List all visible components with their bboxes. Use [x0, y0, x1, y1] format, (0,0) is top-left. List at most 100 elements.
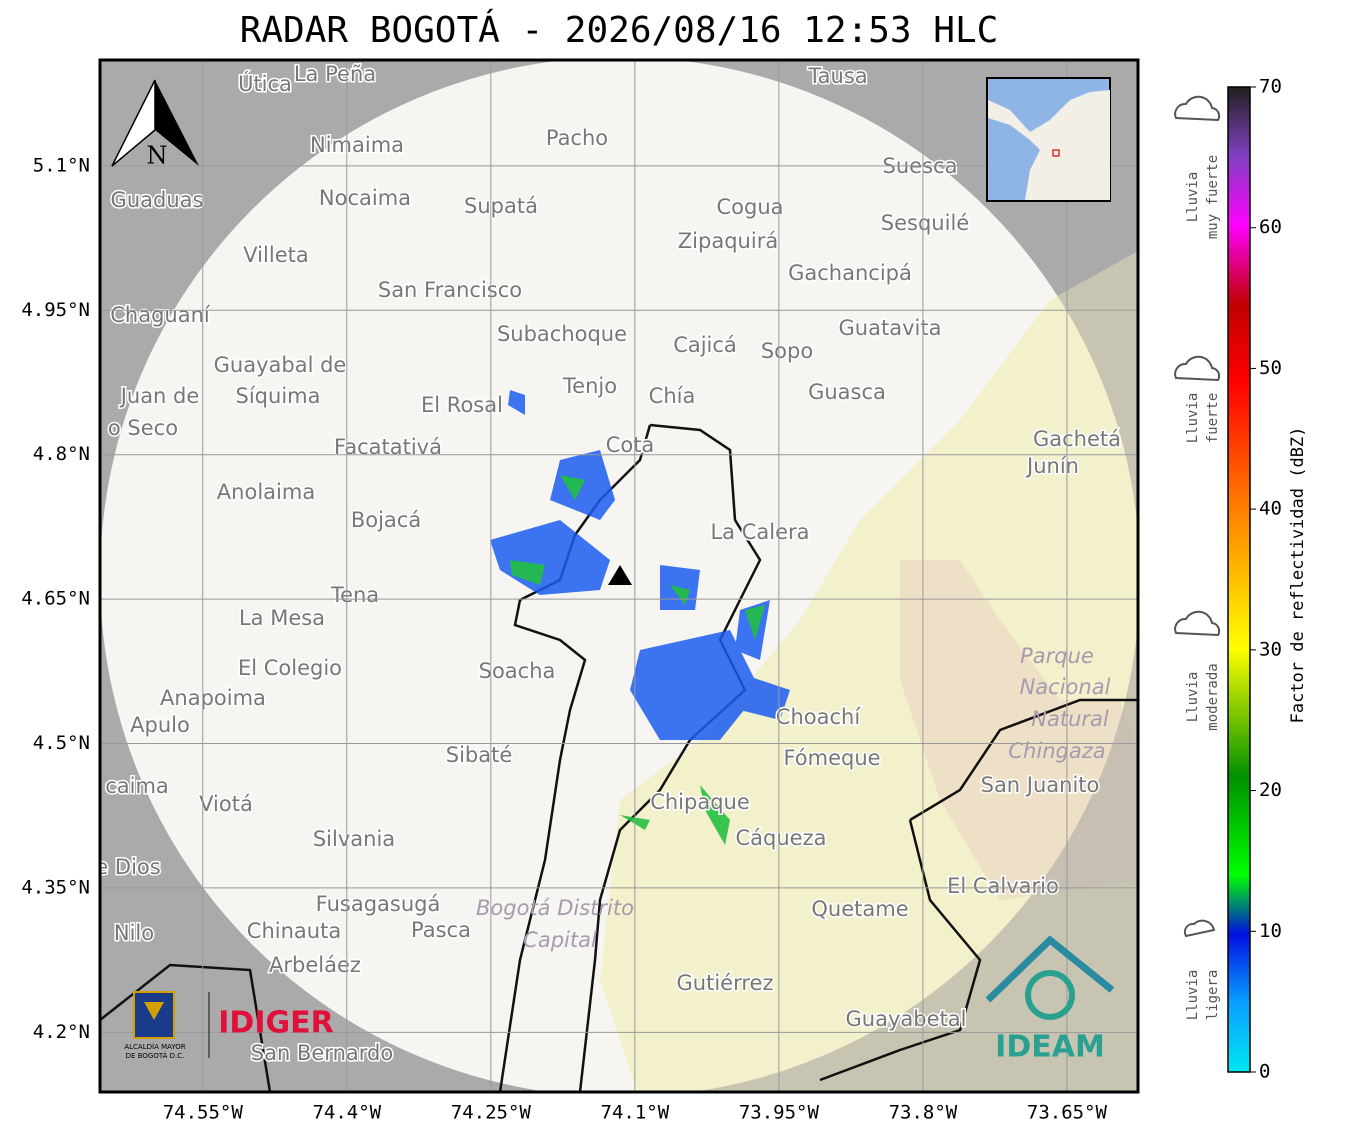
north-label: N [147, 142, 168, 170]
logo-text: DE BOGOTÁ D.C. [126, 1051, 185, 1060]
place-label: Sopo [761, 339, 813, 363]
place-label: La Calera [710, 520, 809, 544]
place-label: Guasca [808, 380, 886, 404]
x-tick-label: 74.1°W [601, 1102, 670, 1124]
place-label: Gachetá [1033, 427, 1121, 451]
place-label: Villeta [243, 243, 308, 267]
y-tick-label: 4.65°N [21, 588, 90, 610]
place-label: Anolaima [217, 480, 315, 504]
place-label: Tenjo [562, 374, 617, 398]
area-label: Bogotá Distrito [476, 896, 634, 920]
place-label: Guaduas [111, 188, 204, 212]
place-label: Supatá [464, 194, 538, 218]
place-label: Quetame [811, 897, 908, 921]
place-label: o Seco [108, 416, 178, 440]
colorbar-tick-label: 20 [1259, 779, 1282, 801]
colorbar-tick-label: 40 [1259, 498, 1282, 520]
legend-label: muy fuerte [1205, 155, 1221, 239]
colorbar [1227, 86, 1251, 1073]
place-label: Apulo [130, 713, 190, 737]
place-label: Cáqueza [736, 826, 827, 850]
y-tick-label: 4.2°N [33, 1021, 90, 1043]
legend-label: Lluvia [1185, 672, 1201, 723]
place-label: Chía [649, 384, 696, 408]
place-label: Gutiérrez [677, 971, 774, 995]
place-label: Guayabetal [846, 1007, 967, 1031]
place-label: Nilo [114, 921, 154, 945]
place-label: Subachoque [497, 322, 627, 346]
y-tick-label: 5.1°N [33, 154, 90, 176]
place-label: Facatativá [334, 435, 442, 459]
place-label: Zipaquirá [678, 229, 778, 253]
place-label: Nocaima [319, 186, 411, 210]
colorbar-label: Factor de reflectividad (dBZ) [1288, 427, 1308, 724]
place-label: Juan de [119, 384, 200, 408]
place-label: Pacho [546, 126, 608, 150]
y-tick-label: 4.95°N [21, 299, 90, 321]
place-label: Sibaté [446, 743, 513, 767]
colorbar-tick-label: 0 [1259, 1061, 1270, 1083]
place-label: Sesquilé [881, 211, 969, 235]
place-label: Anapoima [160, 686, 266, 710]
place-label: Cota [606, 433, 655, 457]
colorbar-tick-label: 30 [1259, 638, 1282, 660]
place-label: Bojacá [351, 508, 421, 532]
place-label: Tena [330, 583, 379, 607]
legend-label: moderada [1205, 663, 1221, 730]
place-label: Fusagasugá [316, 892, 441, 916]
place-label: Silvania [313, 827, 395, 851]
y-tick-label: 4.35°N [21, 876, 90, 898]
area-label: Capital [523, 928, 597, 952]
area-label: Chingaza [1008, 739, 1105, 763]
place-label: San Juanito [981, 773, 1100, 797]
logo-ideam: IDEAM [985, 935, 1115, 1065]
x-tick-label: 73.8°W [889, 1102, 958, 1124]
logo-text: IDEAM [995, 1030, 1105, 1065]
place-label: Guatavita [839, 316, 942, 340]
place-label: El Rosal [421, 393, 503, 417]
place-label: Cajicá [673, 333, 737, 357]
place-label: Síquima [236, 384, 321, 408]
terrain [900, 560, 1138, 900]
legend-label: Lluvia [1185, 970, 1201, 1021]
place-label: Chaguaní [110, 303, 211, 327]
place-label: Cogua [716, 195, 783, 219]
place-label: Chinauta [247, 919, 341, 943]
colorbar-tick-label: 70 [1259, 76, 1282, 98]
y-tick-label: 4.5°N [33, 732, 90, 754]
place-label: Pasca [411, 918, 471, 942]
place-label: San Francisco [378, 278, 522, 302]
area-label: Natural [1031, 707, 1109, 731]
place-label: La Mesa [239, 606, 325, 630]
place-label: Tausa [807, 64, 867, 88]
colorbar-tick-label: 50 [1259, 357, 1282, 379]
place-label: Viotá [199, 792, 253, 816]
map-frame [98, 58, 1140, 1094]
legend-label: ligera [1205, 970, 1221, 1021]
x-tick-label: 74.4°W [312, 1102, 381, 1124]
place-label: Junín [1025, 454, 1079, 478]
north-arrow: N [111, 79, 199, 170]
place-label: Soacha [479, 659, 556, 683]
logo-idiger: IDIGER [218, 1006, 333, 1041]
area-label: Nacional [1020, 675, 1111, 699]
place-label: Nimaima [310, 133, 404, 157]
x-tick-label: 74.55°W [163, 1102, 244, 1124]
legend-label: Lluvia [1185, 172, 1201, 223]
x-tick-label: 73.95°W [739, 1102, 820, 1124]
colorbar-tick-label: 10 [1259, 920, 1282, 942]
place-label: Chipaque [650, 790, 750, 814]
logo-alcaldia: ALCALDÍA MAYOR DE BOGOTÁ D.C. IDIGER [124, 991, 334, 1060]
place-label: Útica [238, 71, 292, 96]
place-label: Gachancipá [788, 261, 912, 285]
place-label: Fómeque [783, 746, 880, 770]
place-label: San Bernardo [251, 1041, 393, 1065]
legend-label: Lluvia [1185, 393, 1201, 444]
place-label: El Calvario [947, 874, 1059, 898]
legend-label: fuerte [1205, 393, 1221, 444]
x-tick-label: 74.25°W [451, 1102, 532, 1124]
place-label: caima [105, 774, 169, 798]
area-label: Parque [1020, 644, 1094, 668]
legend-icons [1174, 95, 1221, 938]
